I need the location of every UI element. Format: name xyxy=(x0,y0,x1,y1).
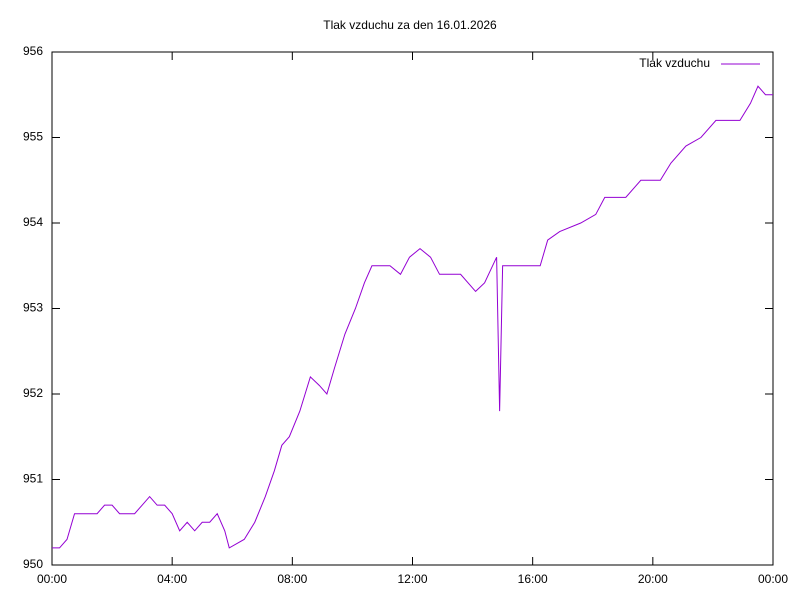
x-tick-label: 16:00 xyxy=(518,572,548,586)
x-tick-label: 08:00 xyxy=(277,572,307,586)
x-tick-label: 12:00 xyxy=(397,572,427,586)
x-tick-label: 04:00 xyxy=(157,572,187,586)
y-tick-label: 955 xyxy=(23,130,43,144)
chart-title: Tlak vzduchu za den 16.01.2026 xyxy=(323,18,497,32)
x-tick-label: 00:00 xyxy=(758,572,788,586)
plot-border xyxy=(51,51,774,566)
x-tick-label: 20:00 xyxy=(638,572,668,586)
y-tick-label: 956 xyxy=(23,44,43,58)
y-tick-label: 954 xyxy=(23,215,43,229)
y-tick-label: 951 xyxy=(23,472,43,486)
y-tick-label: 950 xyxy=(23,557,43,571)
x-tick-label: 00:00 xyxy=(37,572,67,586)
y-tick-label: 952 xyxy=(23,386,43,400)
legend-label: Tlak vzduchu xyxy=(639,56,710,70)
y-tick-label: 953 xyxy=(23,301,43,315)
data-line xyxy=(52,85,773,549)
